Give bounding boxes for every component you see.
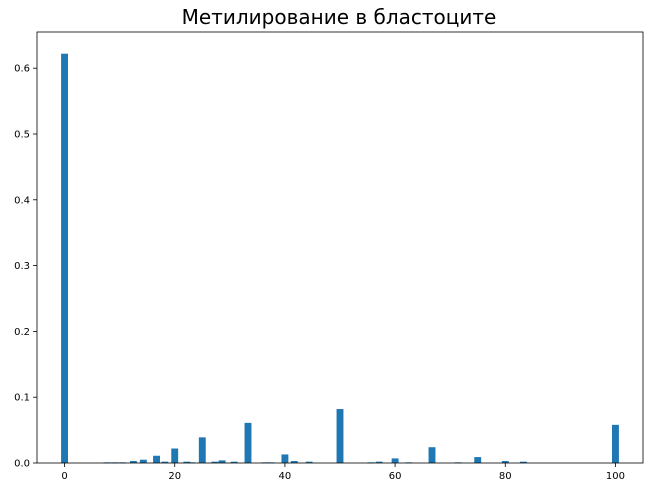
histogram-bar bbox=[391, 458, 399, 463]
histogram-bar bbox=[230, 461, 238, 463]
histogram-bar bbox=[198, 437, 206, 463]
x-tick-label: 100 bbox=[606, 471, 625, 482]
histogram-bar bbox=[612, 424, 619, 463]
histogram-bar bbox=[61, 53, 68, 464]
histogram-bar bbox=[153, 455, 160, 463]
histogram-bar bbox=[305, 461, 313, 463]
x-tick-label: 20 bbox=[168, 471, 181, 482]
histogram-bar bbox=[218, 460, 226, 463]
histogram-bar bbox=[474, 457, 482, 463]
y-axis: 0.0 0.1 0.2 0.3 0.4 0.5 0.6 bbox=[14, 64, 37, 470]
y-tick-label: 0.4 bbox=[14, 195, 30, 206]
y-tick-label: 0.1 bbox=[14, 393, 30, 404]
histogram-bar bbox=[139, 459, 147, 463]
histogram-bar bbox=[211, 461, 219, 463]
x-tick-label: 80 bbox=[499, 471, 512, 482]
histogram-bar bbox=[244, 422, 252, 463]
histogram-bar bbox=[183, 461, 191, 463]
x-tick-label: 60 bbox=[389, 471, 402, 482]
bars-group bbox=[61, 53, 619, 464]
x-tick-label: 0 bbox=[61, 471, 67, 482]
histogram-bar bbox=[375, 461, 383, 463]
y-tick-label: 0.6 bbox=[14, 64, 30, 75]
plot-frame bbox=[36, 31, 644, 464]
histogram-bar bbox=[161, 461, 169, 463]
chart-title: Метилирование в бластоците bbox=[182, 5, 497, 29]
x-tick-label: 40 bbox=[279, 471, 292, 482]
histogram-bar bbox=[501, 461, 509, 463]
histogram-bar bbox=[171, 448, 179, 463]
histogram-bar bbox=[520, 461, 527, 463]
histogram-bar bbox=[290, 461, 298, 463]
histogram-bar bbox=[129, 461, 137, 463]
y-tick-label: 0.5 bbox=[14, 129, 30, 140]
histogram-bar bbox=[281, 454, 289, 463]
histogram-bar bbox=[336, 409, 344, 463]
y-tick-label: 0.0 bbox=[14, 459, 30, 470]
y-tick-label: 0.3 bbox=[14, 261, 30, 272]
histogram-bar bbox=[428, 447, 436, 463]
x-axis: 0 20 40 60 80 100 bbox=[61, 463, 625, 482]
y-tick-label: 0.2 bbox=[14, 327, 30, 338]
